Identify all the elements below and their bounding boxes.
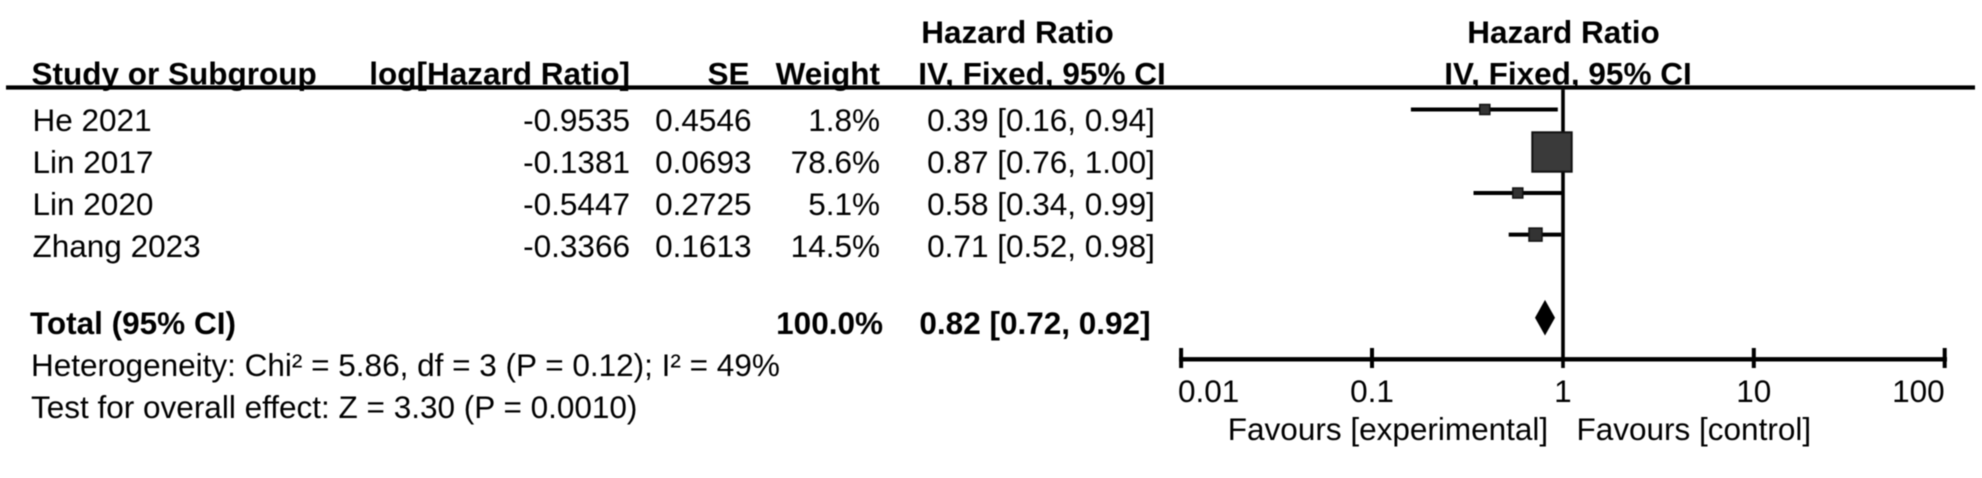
- svg-text:Heterogeneity: Chi² = 5.86, df: Heterogeneity: Chi² = 5.86, df = 3 (P = …: [31, 347, 780, 383]
- svg-text:Hazard Ratio: Hazard Ratio: [921, 14, 1114, 50]
- svg-text:Zhang 2023: Zhang 2023: [33, 228, 201, 264]
- svg-text:78.6%: 78.6%: [791, 144, 880, 180]
- svg-text:0.1613: 0.1613: [655, 228, 751, 264]
- svg-text:-0.3366: -0.3366: [523, 228, 630, 264]
- svg-text:0.71 [0.52, 0.98]: 0.71 [0.52, 0.98]: [927, 228, 1155, 264]
- svg-text:0.87 [0.76, 1.00]: 0.87 [0.76, 1.00]: [927, 144, 1155, 180]
- svg-text:10: 10: [1736, 373, 1771, 409]
- svg-text:0.82 [0.72, 0.92]: 0.82 [0.72, 0.92]: [919, 305, 1150, 341]
- svg-text:0.01: 0.01: [1178, 373, 1239, 409]
- svg-text:100.0%: 100.0%: [776, 305, 883, 341]
- svg-text:5.1%: 5.1%: [808, 186, 880, 222]
- svg-text:1.8%: 1.8%: [808, 102, 880, 138]
- svg-text:0.4546: 0.4546: [655, 102, 751, 138]
- svg-text:0.1: 0.1: [1350, 373, 1394, 409]
- svg-text:-0.1381: -0.1381: [523, 144, 630, 180]
- svg-text:Lin 2020: Lin 2020: [33, 186, 154, 222]
- svg-text:0.2725: 0.2725: [655, 186, 751, 222]
- svg-text:100: 100: [1892, 373, 1945, 409]
- svg-text:Test for overall effect: Z = 3: Test for overall effect: Z = 3.30 (P = 0…: [31, 389, 637, 425]
- svg-text:Hazard Ratio: Hazard Ratio: [1467, 14, 1660, 50]
- svg-text:Lin 2017: Lin 2017: [33, 144, 154, 180]
- svg-text:He 2021: He 2021: [33, 102, 152, 138]
- svg-text:Total (95% CI): Total (95% CI): [30, 305, 236, 341]
- svg-text:-0.9535: -0.9535: [523, 102, 630, 138]
- svg-text:0.39 [0.16, 0.94]: 0.39 [0.16, 0.94]: [927, 102, 1155, 138]
- svg-text:-0.5447: -0.5447: [523, 186, 630, 222]
- svg-text:0.0693: 0.0693: [655, 144, 751, 180]
- svg-text:0.58 [0.34, 0.99]: 0.58 [0.34, 0.99]: [927, 186, 1155, 222]
- svg-text:1: 1: [1554, 373, 1572, 409]
- svg-text:Favours [experimental]: Favours [experimental]: [1228, 411, 1548, 447]
- svg-text:14.5%: 14.5%: [791, 228, 880, 264]
- svg-text:Favours [control]: Favours [control]: [1577, 411, 1812, 447]
